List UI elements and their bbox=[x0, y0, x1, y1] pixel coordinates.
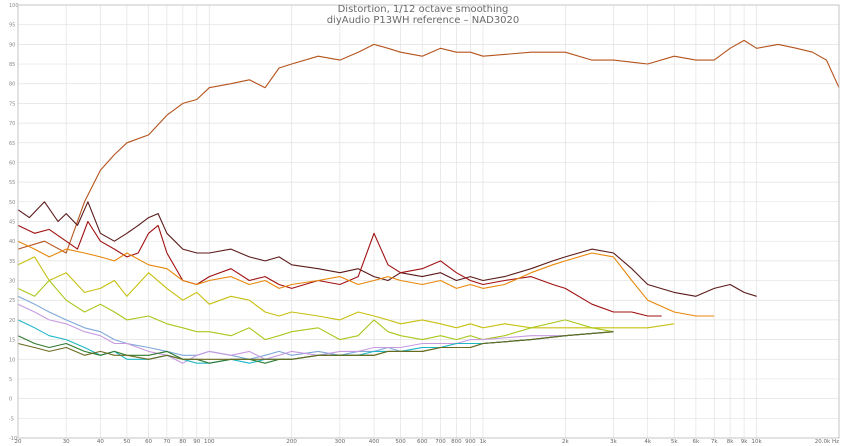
y-tick-label: 100 bbox=[9, 3, 19, 9]
x-tick-label: 4k bbox=[644, 439, 651, 445]
x-tick-label: 800 bbox=[451, 439, 462, 445]
x-tick-label: 100 bbox=[204, 439, 215, 445]
y-tick-label: 0 bbox=[9, 397, 12, 403]
x-tick-label: 600 bbox=[417, 439, 428, 445]
y-tick-label: 60 bbox=[9, 160, 15, 166]
x-tick-label: 2k bbox=[562, 439, 569, 445]
series-line-2 bbox=[17, 201, 757, 297]
x-tick-label: 8k bbox=[727, 439, 734, 445]
y-tick-label: 25 bbox=[9, 298, 15, 304]
series-line-8 bbox=[17, 303, 614, 364]
y-tick-label: 10 bbox=[9, 357, 15, 363]
x-tick-label: 500 bbox=[395, 439, 406, 445]
x-tick-label: 5k bbox=[671, 439, 678, 445]
y-tick-label: 90 bbox=[9, 42, 15, 48]
y-tick-label: 45 bbox=[9, 220, 15, 226]
chart-title: Distortion, 1/12 octave smoothing bbox=[337, 4, 509, 15]
chart-title-block: Distortion, 1/12 octave smoothing diyAud… bbox=[0, 4, 846, 26]
x-tick-label: 6k bbox=[693, 439, 700, 445]
y-tick-label: 70 bbox=[9, 121, 15, 127]
y-tick-label: 85 bbox=[9, 62, 15, 68]
x-tick-label: 3k bbox=[610, 439, 617, 445]
y-tick-label: 5 bbox=[9, 377, 12, 383]
series-group bbox=[17, 39, 840, 364]
y-tick-label: 30 bbox=[9, 279, 15, 285]
x-tick-label: 60 bbox=[145, 439, 152, 445]
x-tick-label: 20.0k Hz bbox=[815, 439, 839, 445]
x-tick-label: 50 bbox=[123, 439, 130, 445]
series-line-1 bbox=[17, 39, 840, 254]
x-tick-label: 400 bbox=[369, 439, 380, 445]
x-tick-label: 90 bbox=[193, 439, 200, 445]
x-tick-label: 7k bbox=[711, 439, 718, 445]
x-tick-label: 300 bbox=[335, 439, 346, 445]
x-tick-label: 700 bbox=[435, 439, 446, 445]
y-axis-ticks: 1009590858075706560555045403530252015105… bbox=[9, 3, 19, 442]
y-tick-label: 95 bbox=[9, 23, 15, 29]
series-line-3 bbox=[17, 220, 662, 317]
x-tick-label: 30 bbox=[63, 439, 70, 445]
x-tick-label: 80 bbox=[179, 439, 186, 445]
grid bbox=[17, 4, 840, 439]
x-tick-label: 40 bbox=[97, 439, 104, 445]
y-tick-label: 50 bbox=[9, 200, 15, 206]
y-tick-label: -5 bbox=[9, 416, 14, 422]
series-line-5 bbox=[17, 256, 675, 329]
x-tick-label: 900 bbox=[465, 439, 476, 445]
x-tick-label: 10k bbox=[752, 439, 763, 445]
y-tick-label: 40 bbox=[9, 239, 15, 245]
y-tick-label: 55 bbox=[9, 180, 15, 186]
x-tick-label: 9k bbox=[741, 439, 748, 445]
x-tick-label: 200 bbox=[286, 439, 297, 445]
plot-border bbox=[17, 4, 840, 439]
y-tick-label: 65 bbox=[9, 141, 15, 147]
x-tick-label: 70 bbox=[163, 439, 170, 445]
y-tick-label: -10 bbox=[9, 436, 17, 442]
series-line-6 bbox=[17, 279, 614, 341]
y-tick-label: 20 bbox=[9, 318, 15, 324]
x-tick-label: 1k bbox=[480, 439, 487, 445]
y-tick-label: 35 bbox=[9, 259, 15, 265]
series-line-4 bbox=[17, 240, 715, 317]
series-line-11 bbox=[17, 331, 614, 360]
y-tick-label: 80 bbox=[9, 82, 15, 88]
x-tick-label: 20 bbox=[15, 439, 22, 445]
y-tick-label: 75 bbox=[9, 101, 15, 107]
x-axis-ticks: 20 30 40 50 60 70 80 90 100 200 300 400 500 600 700 800… bbox=[15, 439, 840, 445]
chart-subtitle: diyAudio P13WH reference – NAD3020 bbox=[326, 15, 520, 26]
y-tick-label: 15 bbox=[9, 338, 15, 344]
